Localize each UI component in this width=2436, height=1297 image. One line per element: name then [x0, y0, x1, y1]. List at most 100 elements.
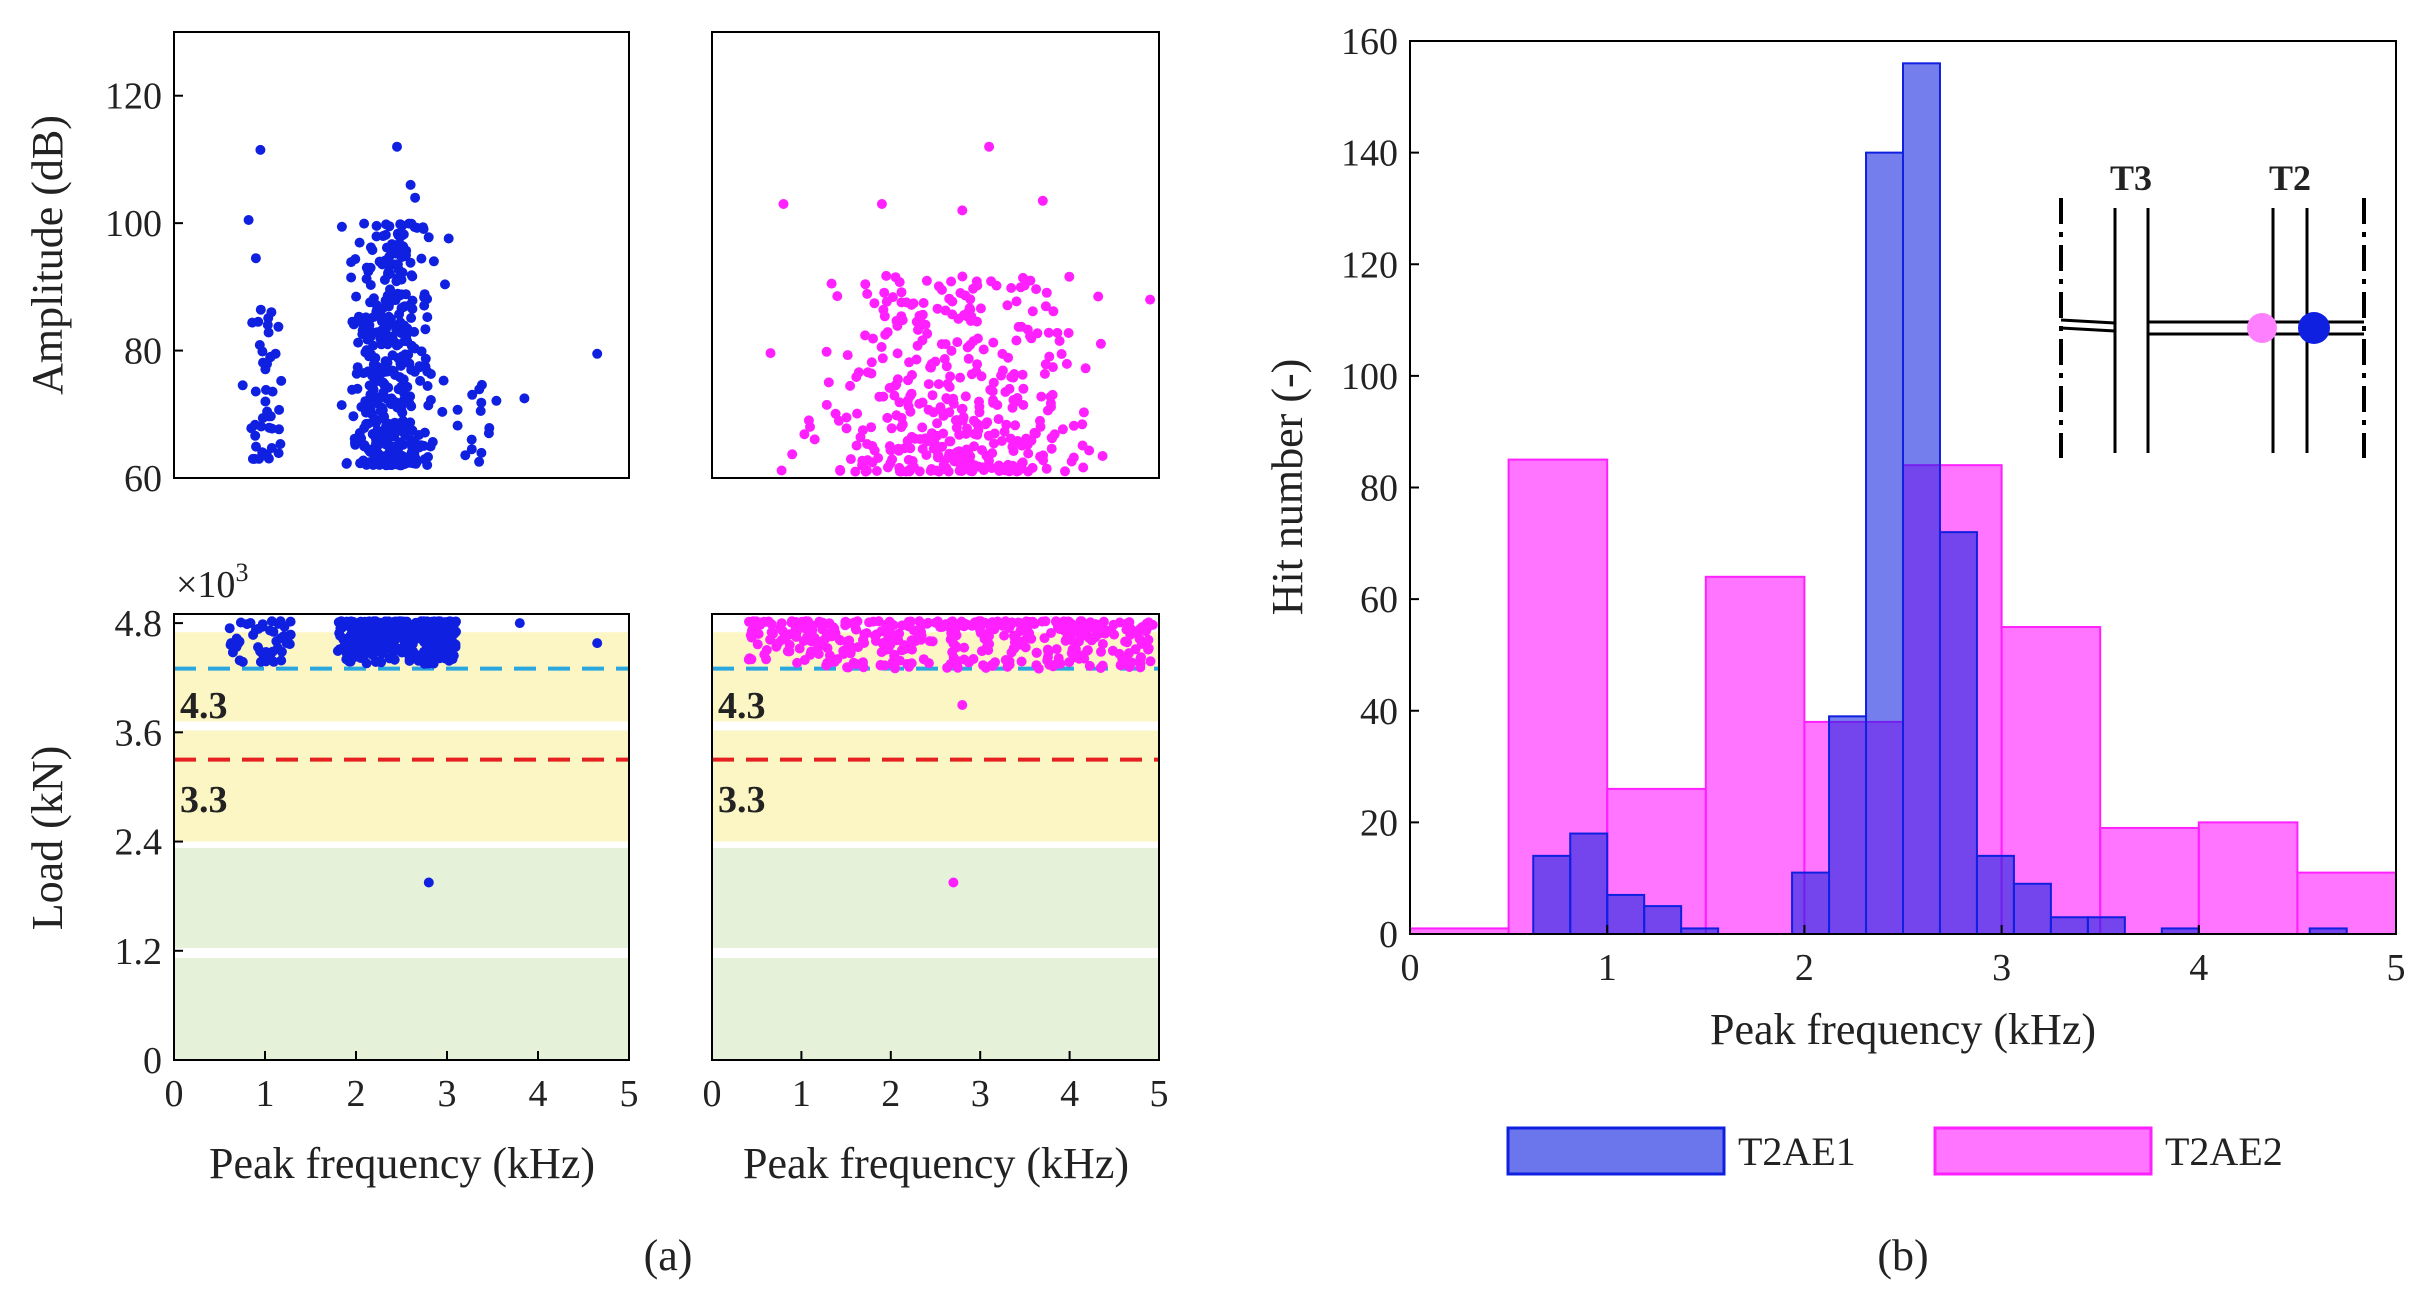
scatter-point	[782, 646, 793, 657]
scatter-point	[445, 616, 456, 627]
scatter-point	[835, 635, 846, 646]
scatter-point	[475, 406, 486, 416]
hist-bar-t2ae1	[1975, 854, 2015, 934]
scatter-point	[960, 391, 971, 402]
scatter-point	[1027, 616, 1038, 627]
scatter-point	[399, 388, 410, 399]
hist-panel: 0 20 40 60 80 100 120 140 160 0 1 2 3 4 5 Hit number …	[1263, 21, 2406, 1054]
inset-beam-top-left	[2060, 318, 2116, 325]
scatter-point	[386, 651, 397, 662]
scatter-point	[358, 368, 369, 379]
scatter-point	[392, 625, 402, 636]
scatter-point	[264, 411, 274, 422]
scatter-point	[396, 230, 407, 241]
scatter-point	[933, 379, 944, 390]
scatter-point	[1066, 456, 1077, 467]
scatter-point	[1095, 663, 1106, 673]
scatter-point	[845, 380, 856, 391]
scatter-point	[435, 616, 446, 627]
scatter-point	[1048, 306, 1059, 317]
scatter-point	[864, 617, 875, 628]
load-ylabel: Load (kN)	[23, 746, 72, 931]
scatter-point	[906, 658, 917, 669]
scatter-point	[965, 294, 976, 305]
scatter-point	[1039, 368, 1050, 379]
scatter-point	[924, 636, 935, 647]
ytick-label: 60	[124, 458, 162, 500]
xtick-label: 5	[620, 1073, 639, 1115]
scatter-point	[396, 647, 407, 658]
scatter-point	[759, 649, 770, 660]
scatter-point	[519, 393, 530, 404]
caption-b: (b)	[1877, 1231, 1928, 1280]
scatter-point	[935, 402, 946, 413]
scatter-point	[986, 276, 997, 287]
amp-scatter-t2ae2	[711, 31, 1160, 479]
scatter-point	[940, 305, 951, 316]
scatter-point	[347, 316, 358, 327]
scatter-point	[378, 231, 389, 241]
scatter-point	[1026, 333, 1037, 344]
scatter-point	[1042, 652, 1053, 663]
scatter-point	[383, 259, 394, 270]
scatter-point	[592, 638, 603, 649]
scatter-point	[822, 643, 833, 654]
xtick-label: 5	[1150, 1073, 1169, 1115]
scatter-point	[1035, 415, 1045, 426]
amp-ylabel: Amplitude (dB)	[23, 115, 72, 395]
scatter-point	[914, 616, 925, 627]
scatter-point	[364, 642, 375, 653]
scatter-point	[466, 434, 477, 445]
scatter-point	[933, 449, 944, 460]
scatter-point	[407, 448, 418, 459]
scatter-point	[830, 408, 841, 419]
scatter-point	[382, 339, 393, 350]
scatter-point	[841, 423, 852, 434]
scatter-point	[237, 380, 248, 391]
scatter-point	[1056, 349, 1067, 359]
scatter-point	[1019, 623, 1030, 634]
scatter-point	[350, 254, 361, 265]
scatter-point	[421, 617, 432, 628]
scatter-point	[1051, 616, 1061, 627]
scatter-point	[851, 440, 862, 451]
scatter-point	[880, 644, 891, 655]
scatter-point	[392, 141, 402, 152]
scatter-point	[964, 303, 975, 314]
scatter-point	[1066, 648, 1077, 659]
scatter-point	[253, 623, 264, 634]
scatter-point	[227, 647, 238, 658]
scatter-point	[939, 455, 950, 466]
scatter-point	[838, 646, 849, 656]
scatter-point	[377, 325, 387, 336]
scatter-point	[363, 418, 374, 429]
scatter-point	[1073, 636, 1084, 647]
scatter-point	[425, 639, 436, 650]
scatter-point	[364, 623, 375, 634]
scatter-point	[1061, 358, 1072, 369]
scatter-point	[359, 440, 370, 451]
scatter-point	[974, 401, 985, 412]
scatter-point	[961, 463, 972, 474]
scatter-point	[943, 621, 954, 632]
scatter-point	[250, 253, 261, 264]
scatter-point	[1064, 271, 1075, 282]
scatter-point	[860, 466, 871, 477]
scatter-point	[894, 397, 905, 408]
scatter-point	[951, 630, 962, 641]
scatter-point	[378, 387, 389, 398]
scatter-point	[907, 456, 918, 466]
load-t2ae2-points	[743, 616, 1158, 888]
scatter-point	[866, 357, 877, 368]
scatter-point	[1051, 644, 1062, 655]
scatter-point	[973, 461, 984, 472]
scatter-point	[410, 617, 421, 628]
scatter-point	[902, 620, 913, 631]
hist-bar-t2ae1	[2308, 927, 2348, 934]
scatter-point	[1023, 631, 1034, 642]
scatter-point	[267, 386, 278, 397]
scatter-point	[423, 631, 434, 642]
scatter-point	[944, 436, 955, 447]
ytick-label: 2.4	[115, 822, 163, 864]
scatter-point	[285, 629, 296, 640]
